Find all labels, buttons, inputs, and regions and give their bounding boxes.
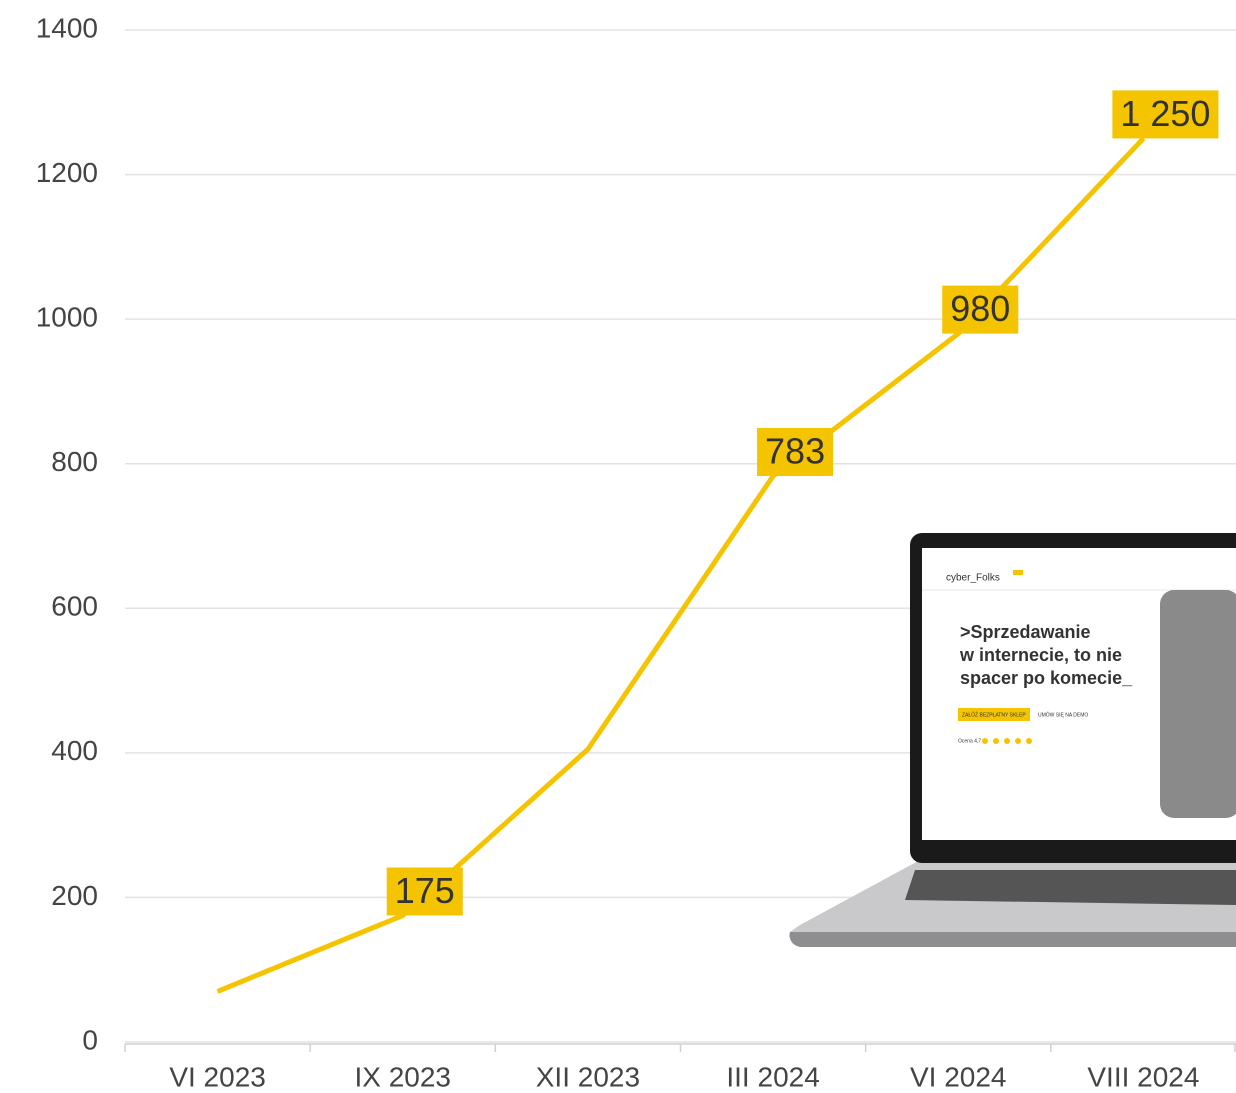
screen-headline: spacer po komecie_ [960,668,1133,688]
screen-link: UMÓW SIĘ NA DEMO [1038,711,1088,718]
value-label-bg [1112,90,1219,139]
laptop-edge [789,932,1236,947]
value-label-text: 1 250 [1120,93,1210,134]
value-label: 175 [386,867,463,916]
screen-brand: cyber_Folks [946,573,1000,584]
x-tick-label: VI 2023 [169,1061,266,1092]
value-labels: 175 783 980 1 250 [386,90,1219,916]
value-label-text: 980 [950,288,1010,329]
y-tick-label: 800 [51,446,98,477]
y-tick-label: 1200 [36,157,98,188]
value-label-text: 175 [395,870,455,911]
x-tick-label: IX 2023 [354,1061,451,1092]
y-tick-label: 600 [51,591,98,622]
value-label: 1 250 [1112,90,1219,139]
screen-headline: >Sprzedawanie [960,622,1091,642]
y-tick-label: 0 [82,1024,98,1055]
value-label-text: 783 [765,431,825,472]
value-label: 980 [942,285,1019,334]
screen-button [958,708,1030,721]
plot: 0 200 400 600 800 1000 1200 1400 VI 2023 IX 2023 X… [36,12,1236,1092]
screen-photo [1160,590,1236,818]
rating-stars [982,738,1032,744]
laptop-keyboard [905,870,1236,905]
x-tick-label: VIII 2024 [1087,1061,1199,1092]
nav-badge [1013,570,1023,575]
value-label-bg [386,867,463,916]
y-tick-label: 1400 [36,12,98,43]
value-label: 783 [757,428,834,477]
screen-button-label: ZAŁÓŻ BEZPŁATNY SKLEP [962,711,1026,718]
y-tick-label: 400 [51,735,98,766]
y-tick-label: 200 [51,880,98,911]
value-label-bg [942,285,1019,334]
screen-rating: Ocena 4,7 [958,738,981,744]
laptop-illustration: cyber_Folks >Sprzedawanie w internecie, … [789,533,1236,947]
value-label-bg [757,428,834,477]
x-tick-label: VI 2024 [910,1061,1007,1092]
x-tick-label: XII 2023 [536,1061,640,1092]
y-tick-label: 1000 [36,302,98,333]
x-tick-label: III 2024 [726,1061,819,1092]
screen-headline: w internecie, to nie [959,645,1122,665]
